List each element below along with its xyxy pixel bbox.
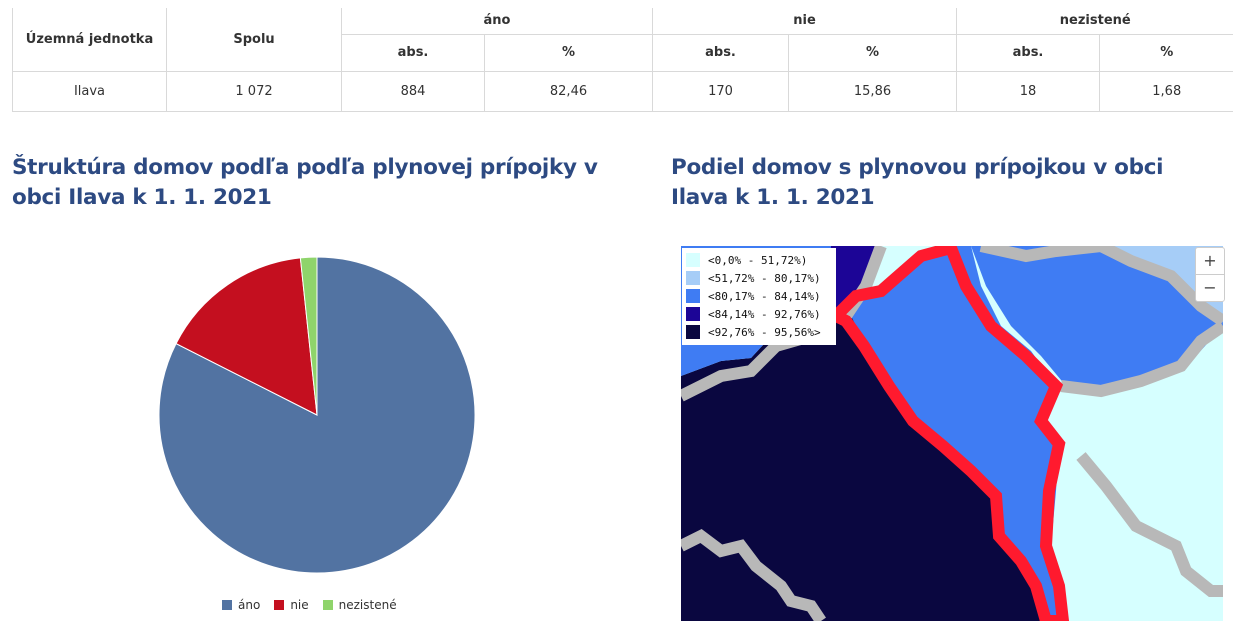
- legend-item-nie[interactable]: nie: [274, 598, 309, 612]
- cell-nie-pct: 15,86: [788, 71, 957, 112]
- header-ano-abs: abs.: [341, 34, 485, 72]
- map-border-6: [1076, 452, 1223, 597]
- map-legend-swatch: [686, 253, 700, 267]
- map-legend-label: <51,72% - 80,17%): [708, 271, 821, 285]
- map-legend-swatch: [686, 271, 700, 285]
- cell-ano-abs: 884: [341, 71, 485, 112]
- pie-slice-nie[interactable]: [175, 257, 318, 416]
- header-ano-pct: %: [484, 34, 653, 72]
- map-region-top[interactable]: [971, 246, 1223, 386]
- legend-label-nezistene: nezistené: [338, 598, 397, 612]
- map-legend-label: <80,17% - 84,14%): [708, 289, 821, 303]
- map-legend-item: <0,0% - 51,72%): [686, 251, 836, 269]
- map-legend-item: <84,14% - 92,76%): [686, 305, 836, 323]
- map-region-lightblue[interactable]: [1101, 246, 1223, 316]
- header-nez-pct: %: [1099, 34, 1233, 72]
- cell-nie-abs: 170: [652, 71, 789, 112]
- map-title: Podiel domov s plynovou prípojkou v obci…: [671, 155, 1164, 210]
- map-border-5: [1060, 321, 1223, 398]
- cell-nez-abs: 18: [956, 71, 1100, 112]
- header-nez-abs: abs.: [956, 34, 1100, 72]
- cell-unit: Ilava: [12, 71, 167, 112]
- map-legend: <0,0% - 51,72%) <51,72% - 80,17%) <80,17…: [682, 248, 836, 345]
- header-group-nezistene: nezistené: [956, 8, 1233, 35]
- map-region-violet[interactable]: [826, 246, 881, 316]
- map-border-7: [681, 528, 826, 621]
- header-unit: Územná jednotka: [12, 8, 167, 72]
- map-legend-item: <92,76% - 95,56%>: [686, 323, 836, 341]
- map-legend-label: <0,0% - 51,72%): [708, 253, 808, 267]
- map-zoom-control: + −: [1195, 247, 1225, 302]
- map-legend-item: <80,17% - 84,14%): [686, 287, 836, 305]
- map-legend-swatch: [686, 289, 700, 303]
- map-legend-swatch: [686, 325, 700, 339]
- header-nie-pct: %: [788, 34, 957, 72]
- cell-ano-pct: 82,46: [484, 71, 653, 112]
- table-row: Ilava 1 072 884 82,46 170 15,86 18 1,68: [12, 71, 1233, 112]
- map-legend-item: <51,72% - 80,17%): [686, 269, 836, 287]
- map-legend-swatch: [686, 307, 700, 321]
- map-region-dark[interactable]: [681, 306, 1051, 621]
- zoom-in-button[interactable]: +: [1203, 251, 1217, 270]
- data-table: Územná jednotka Spolu áno nie nezistené …: [12, 8, 1233, 112]
- zoom-out-button[interactable]: −: [1196, 274, 1224, 301]
- legend-swatch-nie: [274, 600, 285, 610]
- map-border-4: [1098, 246, 1223, 326]
- pie-slice-nezistene[interactable]: [299, 256, 318, 416]
- map-legend-label: <92,76% - 95,56%>: [708, 325, 821, 339]
- cell-nez-pct: 1,68: [1099, 71, 1233, 112]
- legend-swatch-nezistene: [322, 600, 333, 610]
- legend-label-ano: áno: [238, 598, 261, 612]
- legend-item-nezistene[interactable]: nezistené: [322, 598, 397, 612]
- map-highlight-ilava: [825, 246, 1070, 621]
- header-group-nie: nie: [652, 8, 957, 35]
- pie-legend: áno nie nezistené: [222, 598, 397, 612]
- pie-chart-title: Štruktúra domov podľa podľa plynovej prí…: [12, 155, 598, 210]
- header-total: Spolu: [166, 8, 342, 72]
- legend-item-ano[interactable]: áno: [222, 598, 260, 612]
- header-nie-abs: abs.: [652, 34, 789, 72]
- map-legend-label: <84,14% - 92,76%): [708, 307, 821, 321]
- header-group-ano: áno: [341, 8, 653, 35]
- cell-total: 1 072: [166, 71, 342, 112]
- legend-label-nie: nie: [290, 598, 309, 612]
- map-border-3: [979, 246, 1102, 263]
- legend-swatch-ano: [222, 600, 232, 610]
- pie-chart: [158, 256, 476, 574]
